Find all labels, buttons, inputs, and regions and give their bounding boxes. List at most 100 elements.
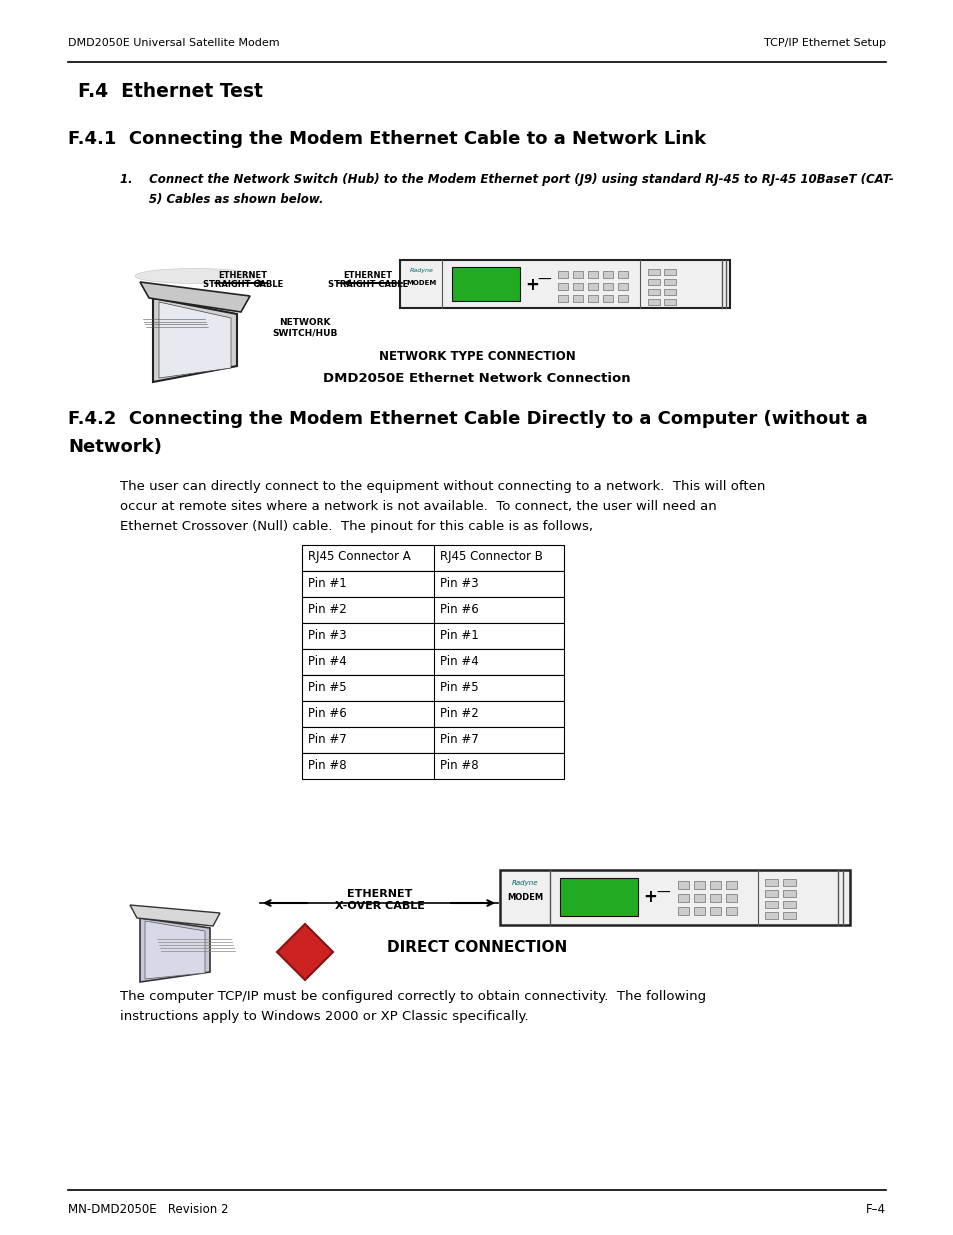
Bar	[647, 279, 659, 285]
Polygon shape	[140, 282, 250, 312]
Bar	[602, 270, 613, 278]
Bar	[782, 902, 795, 908]
Bar	[693, 881, 704, 889]
Bar	[558, 295, 567, 303]
Ellipse shape	[135, 268, 254, 284]
Text: Ethernet Crossover (Null) cable.  The pinout for this cable is as follows,: Ethernet Crossover (Null) cable. The pin…	[120, 520, 593, 534]
Text: The computer TCP/IP must be configured correctly to obtain connectivity.  The fo: The computer TCP/IP must be configured c…	[120, 990, 705, 1003]
Bar	[573, 295, 582, 303]
Bar	[725, 894, 737, 902]
Bar	[693, 894, 704, 902]
Text: ETHERNET: ETHERNET	[343, 270, 392, 280]
Bar	[764, 890, 778, 897]
Bar	[693, 906, 704, 915]
Bar	[302, 701, 563, 727]
Text: +: +	[524, 275, 538, 294]
Text: Radyne: Radyne	[511, 881, 537, 885]
Text: STRAIGHT CABLE: STRAIGHT CABLE	[328, 280, 408, 289]
Bar	[499, 869, 849, 925]
Text: Radyne: Radyne	[410, 268, 434, 273]
Text: F.4.2  Connecting the Modem Ethernet Cable Directly to a Computer (without a: F.4.2 Connecting the Modem Ethernet Cabl…	[68, 410, 867, 429]
Bar	[573, 283, 582, 290]
Bar	[782, 890, 795, 897]
Text: Pin #1: Pin #1	[439, 629, 478, 642]
Text: Pin #7: Pin #7	[308, 734, 346, 746]
Bar	[764, 879, 778, 885]
Text: MODEM: MODEM	[506, 893, 542, 902]
Polygon shape	[140, 918, 210, 982]
Polygon shape	[130, 905, 220, 926]
Bar	[647, 269, 659, 275]
Text: Pin #3: Pin #3	[439, 577, 478, 590]
Text: TCP/IP Ethernet Setup: TCP/IP Ethernet Setup	[763, 38, 885, 48]
Bar	[302, 597, 563, 622]
Text: STRAIGHT CABLE: STRAIGHT CABLE	[203, 280, 283, 289]
Bar	[678, 894, 688, 902]
Bar	[725, 881, 737, 889]
Bar	[302, 650, 563, 676]
Bar	[663, 289, 676, 295]
Text: ETHERNET: ETHERNET	[218, 270, 267, 280]
Bar	[399, 261, 729, 308]
Text: Pin #4: Pin #4	[308, 655, 346, 668]
Text: DIRECT CONNECTION: DIRECT CONNECTION	[387, 940, 566, 955]
Text: F.4.1  Connecting the Modem Ethernet Cable to a Network Link: F.4.1 Connecting the Modem Ethernet Cabl…	[68, 130, 705, 148]
Bar	[663, 299, 676, 305]
Text: DMD2050E Universal Satellite Modem: DMD2050E Universal Satellite Modem	[68, 38, 279, 48]
Text: MN-DMD2050E   Revision 2: MN-DMD2050E Revision 2	[68, 1203, 229, 1216]
Text: Pin #1: Pin #1	[308, 577, 346, 590]
Text: Pin #3: Pin #3	[308, 629, 346, 642]
Bar	[678, 906, 688, 915]
Bar	[618, 270, 627, 278]
Bar	[602, 283, 613, 290]
Text: RJ45 Connector A: RJ45 Connector A	[308, 550, 411, 563]
Bar	[618, 283, 627, 290]
Bar	[602, 295, 613, 303]
Text: SWITCH/HUB: SWITCH/HUB	[272, 329, 337, 337]
Bar	[647, 299, 659, 305]
Text: Pin #6: Pin #6	[308, 706, 346, 720]
Text: Pin #8: Pin #8	[308, 760, 346, 772]
Bar	[709, 894, 720, 902]
Bar	[663, 279, 676, 285]
Text: Pin #8: Pin #8	[439, 760, 478, 772]
Text: Pin #2: Pin #2	[439, 706, 478, 720]
Bar	[587, 270, 598, 278]
Bar	[302, 727, 563, 753]
Polygon shape	[152, 298, 236, 382]
Bar	[587, 295, 598, 303]
Text: Pin #2: Pin #2	[308, 603, 346, 616]
Text: DMD2050E Ethernet Network Connection: DMD2050E Ethernet Network Connection	[323, 372, 630, 385]
Bar	[678, 881, 688, 889]
Polygon shape	[276, 924, 333, 981]
Text: 1.    Connect the Network Switch (Hub) to the Modem Ethernet port (J9) using sta: 1. Connect the Network Switch (Hub) to t…	[120, 173, 893, 186]
Bar	[558, 270, 567, 278]
Bar	[302, 676, 563, 701]
Text: Pin #6: Pin #6	[439, 603, 478, 616]
Bar	[587, 283, 598, 290]
Text: Network): Network)	[68, 438, 162, 456]
Bar	[302, 571, 563, 597]
Text: ETHERNET: ETHERNET	[347, 889, 413, 899]
Polygon shape	[145, 921, 205, 979]
Bar	[302, 753, 563, 779]
Text: F.4  Ethernet Test: F.4 Ethernet Test	[78, 82, 263, 101]
Bar	[764, 911, 778, 919]
Text: MODEM: MODEM	[406, 280, 436, 287]
Bar	[725, 906, 737, 915]
Text: —: —	[537, 273, 550, 287]
Bar	[764, 902, 778, 908]
Bar	[559, 878, 638, 916]
Text: The user can directly connect to the equipment without connecting to a network. : The user can directly connect to the equ…	[120, 480, 764, 493]
Text: Pin #7: Pin #7	[439, 734, 478, 746]
Bar	[782, 879, 795, 885]
Bar	[302, 622, 563, 650]
Bar	[782, 911, 795, 919]
Text: occur at remote sites where a network is not available.  To connect, the user wi: occur at remote sites where a network is…	[120, 500, 716, 513]
Text: Pin #4: Pin #4	[439, 655, 478, 668]
Bar	[709, 906, 720, 915]
Bar	[452, 267, 519, 301]
Text: NETWORK: NETWORK	[279, 317, 331, 327]
Bar	[558, 283, 567, 290]
Polygon shape	[159, 303, 231, 378]
